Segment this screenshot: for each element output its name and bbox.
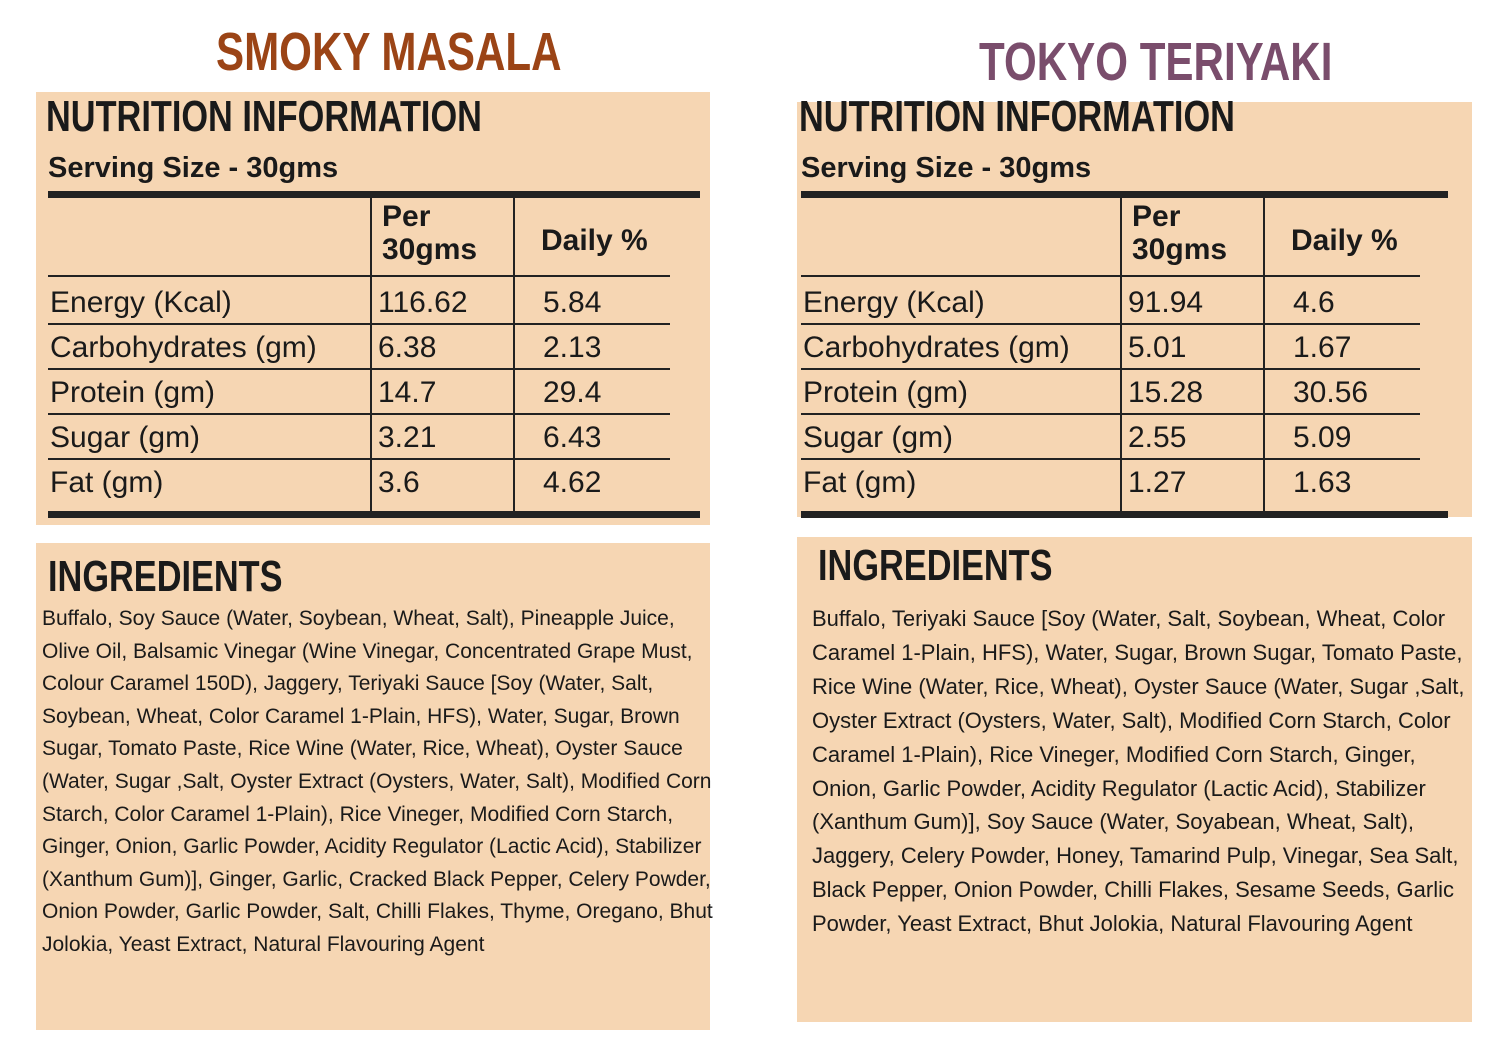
nutrient-value: 91.94 xyxy=(1128,286,1204,319)
nutrient-name: Energy (Kcal) xyxy=(50,286,232,319)
row-rule xyxy=(801,275,1420,277)
column-rule xyxy=(513,198,515,511)
nutrient-name: Carbohydrates (gm) xyxy=(803,331,1070,364)
thick-rule xyxy=(801,191,1448,198)
nutrient-value: 6.38 xyxy=(378,331,437,364)
nutrient-value: 5.01 xyxy=(1128,331,1187,364)
nutrient-name: Protein (gm) xyxy=(50,376,216,409)
column-rule xyxy=(370,198,372,511)
thick-rule xyxy=(48,191,700,198)
product-title: TOKYO TERIYAKI xyxy=(979,32,1333,92)
row-rule xyxy=(48,458,670,460)
nutrient-value: 29.4 xyxy=(543,376,602,409)
row-rule xyxy=(801,368,1420,370)
nutrient-name: Protein (gm) xyxy=(803,376,969,409)
nutrient-value: 4.62 xyxy=(543,466,602,499)
row-rule xyxy=(48,275,670,277)
column-header: Daily % xyxy=(541,224,648,257)
nutrition-heading: NUTRITION INFORMATION xyxy=(46,92,482,141)
nutrient-value: 3.6 xyxy=(378,466,420,499)
nutrient-value: 30.56 xyxy=(1293,376,1369,409)
row-rule xyxy=(801,323,1420,325)
row-rule xyxy=(801,413,1420,415)
column-header: Daily % xyxy=(1291,224,1398,257)
row-rule xyxy=(48,413,670,415)
nutrient-name: Fat (gm) xyxy=(803,466,917,499)
nutrient-name: Sugar (gm) xyxy=(803,421,954,454)
nutrient-value: 1.63 xyxy=(1293,466,1352,499)
row-rule xyxy=(48,368,670,370)
nutrition-heading: NUTRITION INFORMATION xyxy=(799,92,1235,141)
thick-rule xyxy=(48,511,700,518)
ingredients-panel xyxy=(36,543,710,1030)
serving-size: Serving Size - 30gms xyxy=(48,152,339,184)
product-title: SMOKY MASALA xyxy=(216,22,562,82)
row-rule xyxy=(48,323,670,325)
ingredients-text: Buffalo, Teriyaki Sauce [Soy (Water, Sal… xyxy=(812,606,1465,937)
nutrient-value: 4.6 xyxy=(1293,286,1335,319)
nutrient-value: 116.62 xyxy=(378,286,468,319)
nutrient-value: 1.27 xyxy=(1128,466,1187,499)
nutrient-name: Energy (Kcal) xyxy=(803,286,985,319)
nutrition-panel xyxy=(797,102,1472,517)
nutrient-name: Sugar (gm) xyxy=(50,421,201,454)
nutrient-value: 14.7 xyxy=(378,376,437,409)
column-header: Per 30gms xyxy=(1132,200,1228,266)
nutrient-value: 2.13 xyxy=(543,331,602,364)
ingredients-panel xyxy=(797,537,1472,1022)
nutrient-value: 15.28 xyxy=(1128,376,1204,409)
nutrient-name: Carbohydrates (gm) xyxy=(50,331,317,364)
nutrient-value: 5.09 xyxy=(1293,421,1352,454)
ingredients-heading: INGREDIENTS xyxy=(818,541,1053,590)
nutrient-value: 3.21 xyxy=(378,421,437,454)
thick-rule xyxy=(801,511,1448,518)
row-rule xyxy=(801,458,1420,460)
column-header: Per 30gms xyxy=(382,200,478,266)
nutrient-value: 5.84 xyxy=(543,286,602,319)
serving-size: Serving Size - 30gms xyxy=(801,152,1092,184)
ingredients-heading: INGREDIENTS xyxy=(48,552,283,601)
nutrient-value: 6.43 xyxy=(543,421,602,454)
column-rule xyxy=(1263,198,1265,511)
column-rule xyxy=(1120,198,1122,511)
nutrient-value: 2.55 xyxy=(1128,421,1187,454)
ingredients-text: Buffalo, Soy Sauce (Water, Soybean, Whea… xyxy=(42,607,713,956)
nutrition-panel xyxy=(36,92,710,525)
nutrient-name: Fat (gm) xyxy=(50,466,164,499)
nutrient-value: 1.67 xyxy=(1293,331,1352,364)
